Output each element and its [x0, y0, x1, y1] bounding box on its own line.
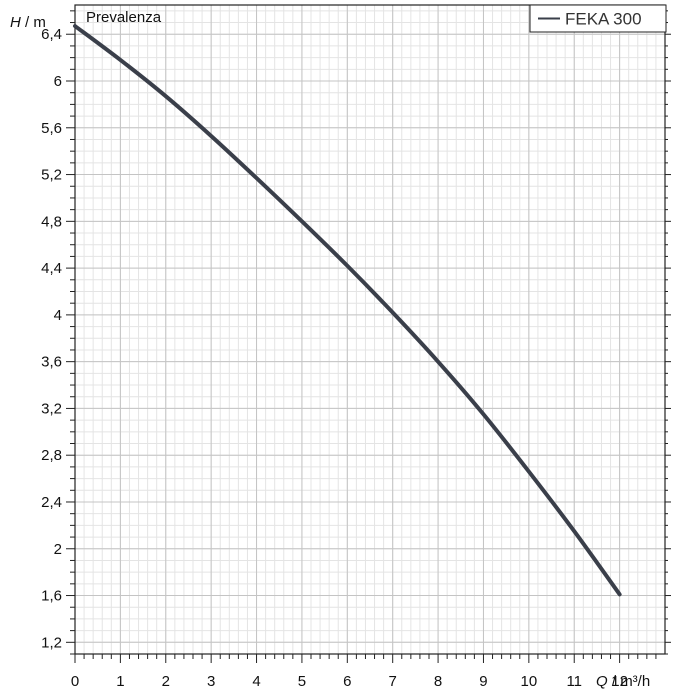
- x-axis-symbol: Q: [596, 673, 608, 690]
- x-tick-label: 10: [521, 673, 538, 690]
- x-tick-label: 4: [252, 673, 260, 690]
- y-axis-symbol: H: [10, 14, 21, 31]
- y-tick-label: 2: [54, 541, 62, 558]
- series-line-feka-300: [73, 24, 622, 597]
- y-tick-label: 4: [54, 307, 62, 324]
- x-tick-label: 8: [434, 673, 442, 690]
- x-tick-label: 9: [479, 673, 487, 690]
- tick-labels: 0 1 2 3 4 5 6 7 8 9 10 11 121,21,622,42,83,23,644,44…: [41, 26, 628, 690]
- y-tick-label: 3,6: [41, 354, 62, 371]
- y-tick-label: 3,2: [41, 400, 62, 417]
- x-tick-label: 7: [389, 673, 397, 690]
- y-tick-label: 1,6: [41, 588, 62, 605]
- legend-label: FEKA 300: [565, 10, 642, 29]
- major-grid: [74, 5, 665, 654]
- x-tick-label: 11: [566, 673, 582, 690]
- plot-frame: [74, 4, 666, 655]
- y-tick-label: 4,4: [41, 260, 62, 277]
- y-tick-label: 1,2: [41, 634, 62, 651]
- x-axis-label: Q / m³/h: [596, 673, 650, 690]
- x-tick-label: 0: [71, 673, 79, 690]
- y-tick-label: 2,4: [41, 494, 62, 511]
- x-tick-label: 12: [611, 673, 628, 690]
- x-tick-label: 1: [116, 673, 124, 690]
- y-tick-label: 4,8: [41, 213, 62, 230]
- y-tick-label: 5,2: [41, 167, 62, 184]
- x-axis-unit: m³/h: [620, 673, 650, 690]
- x-tick-label: 6: [343, 673, 351, 690]
- chart-title: Prevalenza: [86, 9, 162, 26]
- y-axis-label: H / m: [10, 14, 46, 31]
- y-axis-unit: m: [33, 14, 46, 31]
- x-tick-label: 5: [298, 673, 306, 690]
- y-tick-label: 2,8: [41, 447, 62, 464]
- y-tick-label: 6,4: [41, 26, 62, 43]
- minor-grid: [74, 5, 666, 655]
- legend: FEKA 300: [529, 4, 667, 33]
- axis-ticks: [66, 10, 671, 663]
- y-tick-label: 5,6: [41, 120, 62, 137]
- y-tick-label: 6: [54, 73, 62, 90]
- x-tick-label: 2: [162, 673, 170, 690]
- x-tick-label: 3: [207, 673, 215, 690]
- series-layer: [73, 24, 622, 597]
- x-axis-separator: /: [612, 673, 620, 690]
- y-axis-separator: /: [25, 14, 33, 31]
